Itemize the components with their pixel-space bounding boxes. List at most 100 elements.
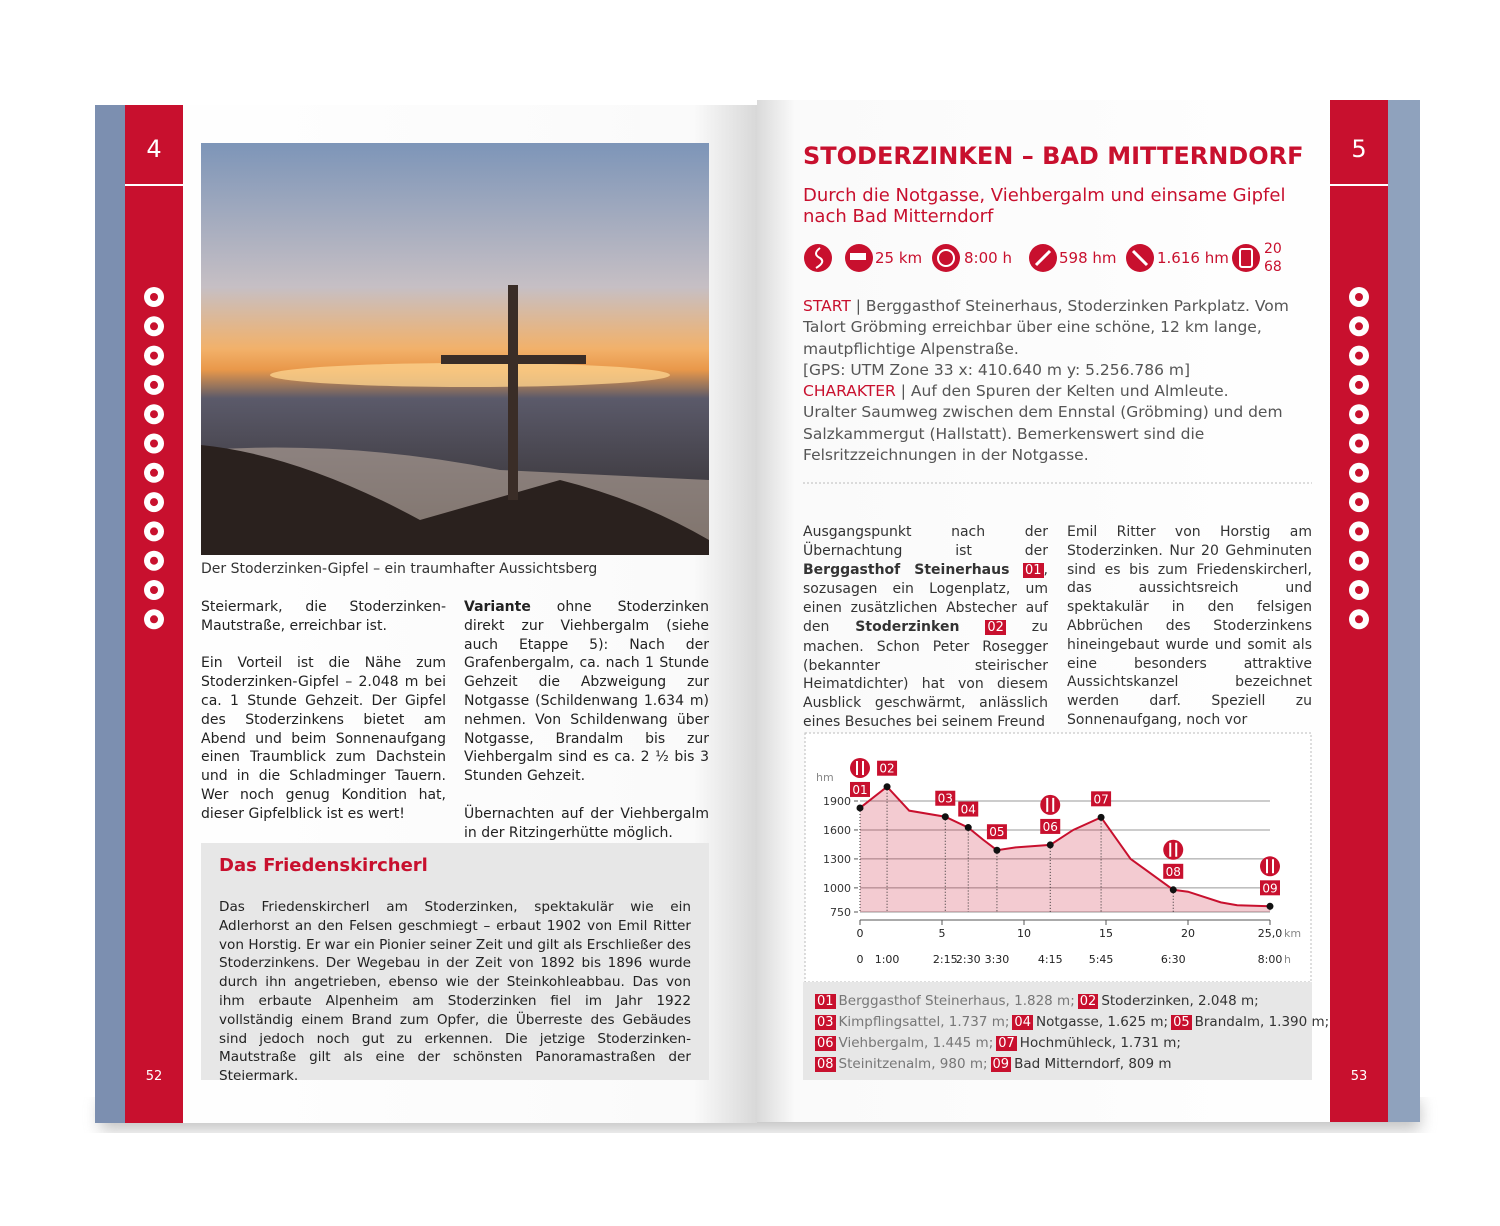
- waypoint: [1169, 886, 1177, 894]
- x-tick-label: 25,0: [1258, 927, 1283, 940]
- icon-glyph: [150, 556, 158, 565]
- legend-box: [803, 982, 1312, 1080]
- waypoint-label: 03: [938, 792, 953, 806]
- icon-glyph: [150, 351, 158, 360]
- time-tick-label: 2:30: [956, 953, 981, 966]
- icon-glyph: [1355, 527, 1363, 536]
- time-unit: h: [1284, 953, 1291, 966]
- legend-line: 08 Steinitzenalm, 980 m; 09 Bad Mitterndorf…: [815, 1054, 1332, 1075]
- waypoint: [941, 813, 949, 821]
- icon-glyph: [150, 293, 158, 301]
- badge: 03: [815, 1015, 836, 1030]
- box-title: Das Friedenskircherl: [219, 855, 428, 876]
- icon-glyph: [150, 439, 158, 448]
- column: Variante ohne Stoderzinken direkt zur Vi…: [464, 598, 709, 861]
- stat-ascent: 598 hm: [1059, 249, 1117, 267]
- subtitle: Durch die Notgasse, Viehbergalm und eins…: [803, 185, 1286, 227]
- icon-glyph: [1355, 322, 1363, 331]
- waypoint-label: 06: [1043, 820, 1058, 834]
- start: START | Berggasthof Steinerhaus, Stoderz…: [803, 296, 1313, 360]
- text: | Berggasthof Steinerhaus, Stoderzinken …: [803, 297, 1289, 358]
- x-tick-label: 10: [1017, 927, 1031, 940]
- legend-text: Brandalm, 1.390 m;: [1194, 1014, 1330, 1030]
- y-tick-label: 750: [830, 906, 851, 919]
- folio: 52: [145, 1069, 163, 1084]
- tab-number: 5: [1351, 135, 1367, 163]
- legend-text: Stoderzinken, 2.048 m;: [1101, 993, 1259, 1009]
- waypoint-label: 01: [852, 783, 867, 797]
- column: Ausgangspunkt nach der Übernachtung ist …: [803, 523, 1048, 732]
- icon-glyph: [1355, 498, 1363, 507]
- waypoint: [856, 804, 864, 812]
- y-tick-label: 1300: [823, 853, 851, 866]
- badge: 02: [985, 619, 1006, 635]
- legend-line: 01 Berggasthof Steinerhaus, 1.828 m; 02 Sto…: [815, 991, 1332, 1012]
- profile-area: [860, 786, 1270, 912]
- bold-text: Stoderzinken: [855, 618, 960, 635]
- restaurant-glyph: [1266, 859, 1274, 874]
- waypoint-badge: [1260, 880, 1280, 896]
- waypoint-badge: [935, 790, 956, 806]
- restaurant-glyph: [1169, 842, 1178, 857]
- waypoint-label: 04: [961, 803, 976, 817]
- icon-glyph: [150, 586, 158, 594]
- icon-glyph: [1355, 293, 1363, 301]
- time-tick-label: 0: [857, 953, 864, 966]
- time-tick-label: 3:30: [985, 953, 1010, 966]
- icon-glyph: [150, 380, 158, 389]
- label: CHARAKTER: [803, 382, 896, 401]
- badge: 02: [1077, 994, 1099, 1009]
- restaurant-icon: [850, 757, 870, 778]
- column: Steiermark, die Stoderzinken-Mautstraße,…: [201, 598, 446, 842]
- waypoint: [1046, 841, 1054, 849]
- text: | Auf den Spuren der Kelten und Almleute…: [895, 382, 1229, 401]
- legend-line: 06 Viehbergalm, 1.445 m; 07 Hochmühleck, 1.…: [815, 1033, 1332, 1054]
- legend: 01 Berggasthof Steinerhaus, 1.828 m; 02 Sto…: [815, 991, 1332, 1075]
- waypoint-badge: [1091, 791, 1112, 807]
- label: START: [803, 297, 851, 315]
- x-tick-label: 20: [1181, 927, 1195, 940]
- waypoint-badge: [1163, 863, 1184, 879]
- time-tick-label: 5:45: [1089, 953, 1114, 966]
- restaurant-icon: [1040, 794, 1061, 815]
- badge: 04: [1012, 1015, 1033, 1030]
- stat-descent: 1.616 hm: [1157, 249, 1229, 267]
- badge: 09: [990, 1057, 1012, 1072]
- y-tick-label: 1900: [823, 795, 851, 808]
- waypoint-badge: [1040, 818, 1061, 834]
- start-block: START | Berggasthof Steinerhaus, Stoderz…: [803, 296, 1313, 466]
- icon-glyph: [150, 615, 158, 624]
- icon-glyph: [1355, 439, 1363, 448]
- restaurant-icon: [1163, 839, 1184, 860]
- time-tick-label: 4:15: [1038, 953, 1063, 966]
- text: ohne Stoderzinken direkt zur Viehbergalm…: [464, 599, 709, 785]
- waypoint: [993, 846, 1001, 854]
- text: , sozusagen ein Logenplatz, um einen zus…: [803, 561, 1048, 635]
- badge: 05: [1171, 1015, 1192, 1030]
- icon-glyph: [150, 527, 158, 536]
- bold-text: Berggasthof Steinerhaus: [803, 561, 1010, 578]
- tab-number: 4: [146, 135, 162, 163]
- waypoint-badge: [958, 801, 979, 817]
- paragraph: Ein Vorteil ist die Nähe zum Stoderzinke…: [201, 655, 446, 822]
- waypoint-badge: [986, 824, 1007, 840]
- legend-line: 03 Kimpflingsattel, 1.737 m; 04 Notgasse, 1…: [815, 1012, 1332, 1033]
- icon-glyph: [1355, 556, 1363, 565]
- legend-text: Steinitzenalm, 980 m;: [838, 1056, 988, 1072]
- x-tick-label: 5: [939, 927, 946, 940]
- photo: [201, 143, 709, 555]
- waypoint-label: 02: [879, 762, 894, 776]
- stat-time: 8:00 h: [964, 249, 1012, 267]
- waypoint: [1097, 813, 1105, 821]
- waypoint-badge: [850, 781, 870, 797]
- badge: 01: [1023, 562, 1044, 578]
- time-tick-label: 2:15: [933, 953, 958, 966]
- paragraph: Übernachten auf der Viehbergalm in der R…: [464, 805, 709, 841]
- paragraph: Variante ohne Stoderzinken direkt zur Vi…: [464, 598, 709, 786]
- stat-map: 20 68: [1264, 240, 1282, 276]
- time-tick-label: 6:30: [1161, 953, 1186, 966]
- legend-text: Berggasthof Steinerhaus, 1.828 m;: [838, 993, 1075, 1009]
- badge: 08: [815, 1057, 836, 1072]
- stat-icons: [804, 244, 1260, 272]
